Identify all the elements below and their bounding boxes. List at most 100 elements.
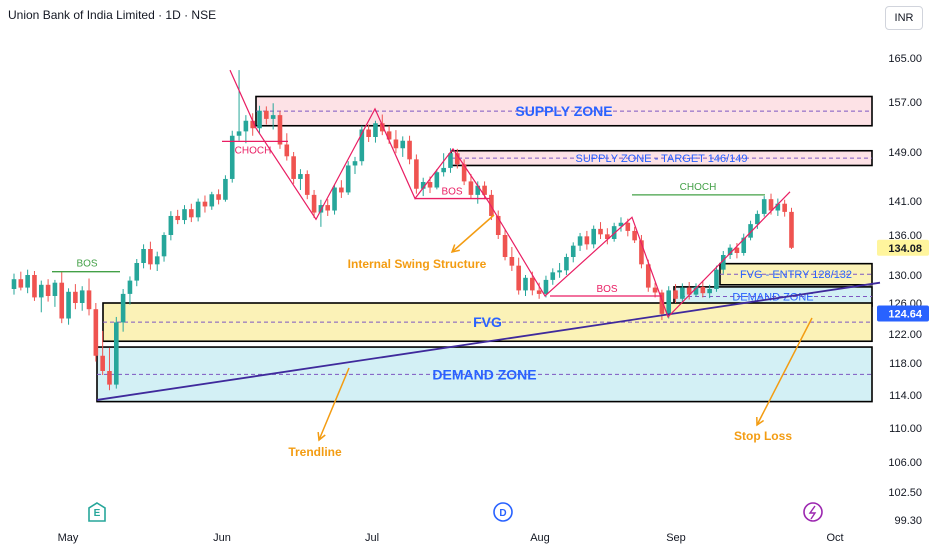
candle-body xyxy=(495,215,501,235)
candle-body xyxy=(455,153,460,165)
candle-body xyxy=(400,140,406,149)
candle-body xyxy=(557,270,562,273)
candle-body xyxy=(114,322,119,385)
candle-body xyxy=(284,144,290,157)
candle-body xyxy=(168,215,174,235)
candle-body xyxy=(93,309,99,356)
candle-body xyxy=(789,211,794,248)
trendline xyxy=(96,281,881,401)
trendline-arrow xyxy=(318,367,350,441)
candle-body xyxy=(38,284,44,298)
y-tick-label: 130.00 xyxy=(888,270,922,282)
candle-body xyxy=(530,277,535,291)
y-tick-label: 118.00 xyxy=(889,358,922,370)
candle-body xyxy=(141,249,146,263)
candle-body xyxy=(605,234,610,239)
candle-body xyxy=(148,249,153,265)
candle-body xyxy=(134,263,140,281)
candle-body xyxy=(373,123,378,137)
x-tick-label: Jun xyxy=(213,532,231,544)
candle-body xyxy=(161,235,167,257)
candle-body xyxy=(591,228,596,245)
annotation-stop-loss: Stop Loss xyxy=(734,429,792,443)
candle-body xyxy=(570,245,576,257)
dividend-marker xyxy=(493,502,513,522)
candle-body xyxy=(618,222,624,227)
y-tick-label: 106.00 xyxy=(888,457,922,469)
candle-body xyxy=(52,282,58,296)
candle-body xyxy=(339,187,344,193)
trendline-arrow-head xyxy=(317,431,326,442)
structure-label: BOS xyxy=(441,187,462,198)
stop-loss-arrow xyxy=(756,317,813,426)
y-tick-label: 165.00 xyxy=(888,53,922,65)
candle-body xyxy=(202,201,208,207)
candle-body xyxy=(229,135,235,179)
candle-body xyxy=(577,236,583,246)
candle-body xyxy=(748,224,753,238)
candle-body xyxy=(73,291,78,303)
candle-body xyxy=(257,110,262,129)
candle-body xyxy=(611,226,617,239)
candle-body xyxy=(625,222,631,231)
candle-body xyxy=(652,287,658,293)
zone-label: SUPPLY ZONE xyxy=(515,103,612,119)
candle-body xyxy=(386,131,392,140)
candle-body xyxy=(120,293,126,323)
x-tick-label: Jul xyxy=(365,532,379,544)
candle-body xyxy=(25,275,30,288)
candle-body xyxy=(468,181,474,195)
candle-body xyxy=(393,139,399,149)
zone-label: DEMAND ZONE xyxy=(432,366,536,382)
candle-body xyxy=(216,194,221,200)
candle-body xyxy=(448,153,453,168)
candle-body xyxy=(550,272,556,280)
zone-label: FVG - ENTRY 128/132 xyxy=(740,269,852,281)
lightning-icon xyxy=(808,505,817,520)
currency-badge[interactable]: INR xyxy=(885,6,923,30)
candle-body xyxy=(209,194,215,207)
candle-body xyxy=(304,174,310,195)
swing-structure-arrow-head xyxy=(450,244,460,254)
zone-label: DEMAND ZONE xyxy=(732,291,813,303)
candle-body xyxy=(686,287,692,295)
candle-body xyxy=(734,247,740,253)
candle-body xyxy=(100,355,105,371)
candle-body xyxy=(598,228,603,235)
candle-body xyxy=(509,257,515,266)
y-tick-label: 99.30 xyxy=(894,515,922,527)
candle-body xyxy=(502,235,508,257)
candle-body xyxy=(270,115,276,119)
stop-loss-arrow-head xyxy=(756,416,765,427)
candle-body xyxy=(427,182,433,188)
candle-body xyxy=(311,194,317,213)
candle-body xyxy=(693,286,699,295)
dividend-marker-label: D xyxy=(499,508,506,519)
candle-body xyxy=(700,286,706,294)
candle-body xyxy=(420,182,426,189)
candle-body xyxy=(727,247,733,255)
candle-body xyxy=(707,289,712,294)
structure-label: CHOCH xyxy=(235,145,272,156)
last-price-label-bg xyxy=(877,239,929,256)
candle-body xyxy=(11,279,17,289)
zone-label: FVG xyxy=(473,314,502,330)
candle-body xyxy=(434,172,440,188)
candle-body xyxy=(332,187,337,211)
candle-body xyxy=(243,120,249,132)
candle-body xyxy=(189,209,194,218)
split-marker-icon xyxy=(803,502,823,522)
swing-structure-arrow xyxy=(451,214,495,253)
candle-body xyxy=(366,129,371,137)
candle-body xyxy=(482,185,487,195)
candle-body xyxy=(564,257,569,271)
candle-body xyxy=(782,203,787,212)
candle-body xyxy=(755,213,760,225)
candle-body xyxy=(298,174,303,179)
y-tick-label: 114.00 xyxy=(889,390,922,402)
x-tick-label: Oct xyxy=(826,532,843,544)
line-price-label-bg xyxy=(877,305,929,322)
candle-body xyxy=(345,165,351,193)
